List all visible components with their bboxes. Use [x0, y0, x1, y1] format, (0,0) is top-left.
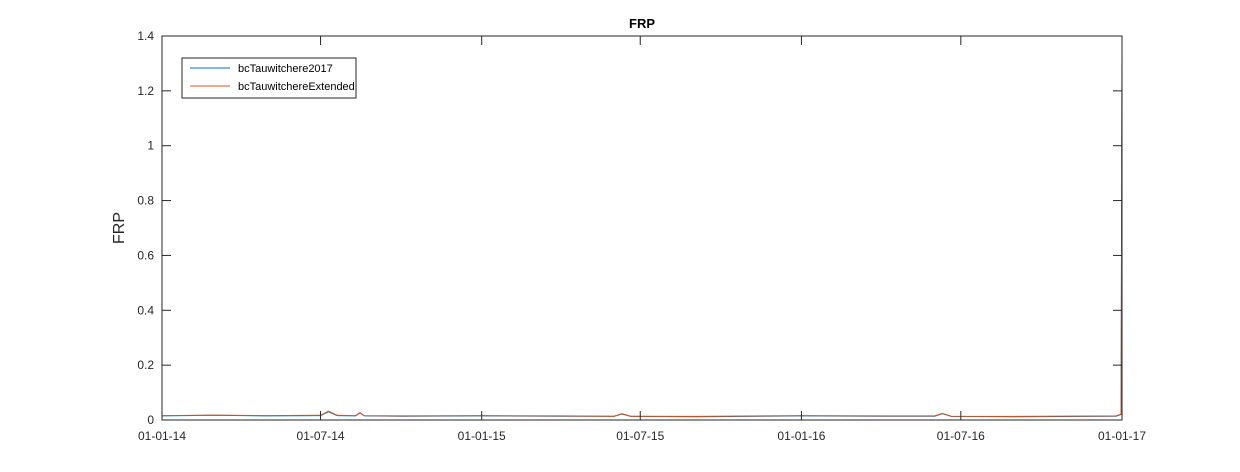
- y-axis-label: FRP: [111, 212, 128, 244]
- x-tick-label: 01-01-14: [138, 429, 186, 443]
- x-tick-label: 01-01-17: [1098, 429, 1146, 443]
- x-tick-label: 01-07-16: [937, 429, 985, 443]
- legend: bcTauwitchere2017 bcTauwitchereExtended: [181, 57, 357, 99]
- axes-layer: 01-01-14 01-07-14 01-01-15 01-07-15 01-01-16…: [137, 29, 1146, 443]
- x-tick-label: 01-07-14: [297, 429, 345, 443]
- series-layer: [161, 55, 1123, 418]
- x-tick-label: 01-01-15: [458, 429, 506, 443]
- y-tick-label: 0: [147, 413, 154, 427]
- legend-label: bcTauwitchereExtended: [238, 81, 355, 93]
- y-tick-label: 1: [147, 139, 154, 153]
- y-tick-label: 0.6: [137, 248, 154, 262]
- legend-label: bcTauwitchere2017: [238, 63, 333, 75]
- y-tick-label: 0.2: [137, 358, 154, 372]
- y-tick-label: 1.2: [137, 84, 154, 98]
- legend-box: [181, 57, 357, 99]
- x-tick-label: 01-07-15: [616, 429, 664, 443]
- series-line-1: [161, 55, 1123, 417]
- chart-title: FRP: [629, 16, 655, 31]
- y-tick-label: 1.4: [137, 29, 154, 43]
- x-tick-label: 01-01-16: [777, 429, 825, 443]
- y-tick-label: 0.8: [137, 194, 154, 208]
- axes-box: [161, 35, 1123, 421]
- y-tick-label: 0.4: [137, 303, 154, 317]
